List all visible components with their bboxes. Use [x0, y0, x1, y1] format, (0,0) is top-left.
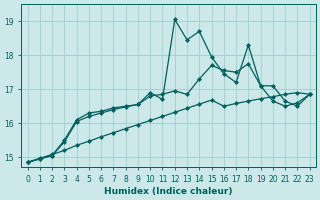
X-axis label: Humidex (Indice chaleur): Humidex (Indice chaleur) [104, 187, 233, 196]
